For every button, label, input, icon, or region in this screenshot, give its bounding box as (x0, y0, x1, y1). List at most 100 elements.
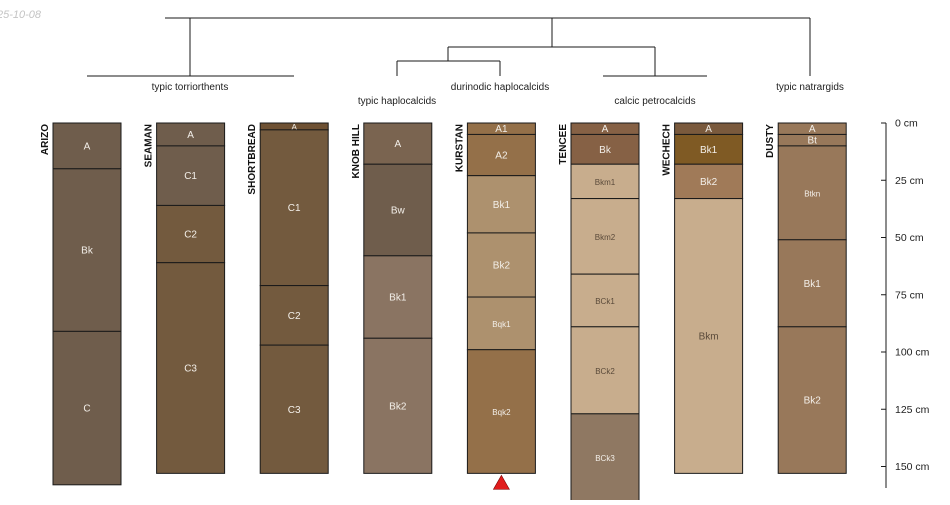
profile-name: WECHECH (662, 124, 673, 176)
horizon-kurstan-a2 (466, 133, 536, 177)
depth-tick-label: 150 cm (895, 461, 930, 473)
horizon-arizo-bk (52, 168, 122, 332)
profile-seaman: A C1 C2 C3 SEAMAN (144, 122, 226, 474)
depth-tick-label: 50 cm (895, 232, 924, 244)
horizon-label: Btkn (804, 189, 820, 198)
horizon-wechech-bk2 (674, 163, 744, 200)
horizon-label: Bw (391, 206, 406, 217)
horizon-label: A (809, 124, 816, 135)
depth-tick-label: 0 cm (895, 118, 918, 130)
horizon-label: Bk1 (804, 279, 822, 290)
horizon-seaman-c3 (156, 262, 226, 474)
horizon-label: Bk1 (389, 293, 407, 304)
horizon-label: BCk2 (595, 367, 615, 376)
horizon-tencee-bck2 (570, 326, 640, 415)
horizon-label: C (83, 404, 90, 415)
horizon-tencee-bck1 (570, 273, 640, 328)
depth-tick-label: 25 cm (895, 175, 924, 187)
profile-name: SEAMAN (144, 124, 155, 167)
horizon-shortbread-c2 (259, 285, 329, 346)
horizon-dusty-btkn (777, 145, 847, 241)
horizon-tencee-bkm1 (570, 163, 640, 200)
profile-shortbread: A C1 C2 C3 SHORTBREAD (247, 122, 329, 474)
horizon-knob-hill-bw (363, 163, 433, 257)
horizon-label: C1 (288, 203, 301, 214)
horizon-wechech-bk1 (674, 133, 744, 165)
cluster-label-typic-torriorthents: typic torriorthents (152, 82, 229, 93)
cluster-label-typic-haplocalcids: typic haplocalcids (358, 96, 436, 107)
horizon-label: Bkm1 (595, 178, 616, 187)
profile-name: DUSTY (765, 124, 776, 158)
depth-tick-label: 100 cm (895, 347, 930, 359)
horizon-wechech-bkm (674, 198, 744, 474)
horizon-kurstan-bqk1 (466, 296, 536, 351)
horizon-label: Bk (599, 145, 612, 156)
cluster-label-calcic-petrocalcids: calcic petrocalcids (614, 96, 695, 107)
horizon-tencee-bkm2 (570, 198, 640, 275)
horizon-label: C3 (184, 364, 197, 375)
cluster-label-durinodic-haplocalcids: durinodic haplocalcids (451, 82, 549, 93)
profile-name: SHORTBREAD (247, 124, 258, 195)
horizon-kurstan-bk2 (466, 232, 536, 298)
horizon-label: A1 (495, 124, 508, 135)
profile-dusty: ABt Btkn Bk1 Bk2 DUSTY (765, 122, 847, 474)
horizon-label: C1 (184, 171, 197, 182)
horizon-label: BCk3 (595, 454, 615, 463)
horizon-shortbread-c3 (259, 344, 329, 474)
horizon-tencee-bk (570, 133, 640, 165)
depth-axis: 0 cm 25 cm 50 cm 75 cm 100 cm 125 cm 150 cm (881, 118, 930, 488)
horizon-label: A (187, 130, 194, 141)
horizon-label: Bqk1 (492, 320, 511, 329)
horizon-label: A (291, 122, 297, 132)
depth-marker-triangle (492, 474, 510, 490)
profile-arizo: A Bk C ARIZO (40, 122, 122, 486)
horizon-label: C3 (288, 405, 301, 416)
horizon-label: Bk (81, 246, 94, 257)
profile-name: KURSTAN (454, 124, 465, 172)
horizon-label: Bkm (699, 331, 719, 342)
horizon-label: Bk2 (493, 260, 511, 271)
horizon-label: Bk1 (700, 145, 718, 156)
horizon-dusty-bk1 (777, 239, 847, 328)
horizon-label: A2 (495, 151, 508, 162)
horizon-label: A (84, 141, 91, 152)
profile-knob-hill: A Bw Bk1 Bk2 KNOB HILL (351, 122, 433, 474)
horizon-dusty-bk2 (777, 326, 847, 474)
cluster-labels: typic torriorthents typic haplocalcids dur… (152, 82, 844, 107)
profile-name: KNOB HILL (351, 124, 362, 178)
horizon-shortbread-c1 (259, 129, 329, 287)
cluster-label-typic-natrargids: typic natrargids (776, 82, 844, 93)
depth-tick-label: 75 cm (895, 289, 924, 301)
profile-kurstan: A1 A2 Bk1 Bk2 Bqk1 Bqk2 KURSTAN (454, 122, 536, 474)
profile-name: ARIZO (40, 124, 51, 155)
depth-tick-label: 125 cm (895, 404, 930, 416)
dendrogram (87, 17, 811, 77)
horizon-label: Bk2 (389, 401, 407, 412)
horizon-label: C2 (288, 311, 301, 322)
horizon-label: A (394, 139, 401, 150)
horizon-label: Bk2 (804, 396, 822, 407)
horizon-knob-hill-bk1 (363, 255, 433, 339)
markers (492, 474, 510, 490)
horizon-label: Bk2 (700, 177, 718, 188)
horizon-label: A (602, 124, 609, 135)
horizon-knob-hill-bk2 (363, 337, 433, 474)
date-stamp: 25-10-08 (0, 9, 42, 21)
profile-wechech: A Bk1 Bk2 Bkm WECHECH (662, 122, 744, 474)
profile-tencee: A Bk Bkm1 Bkm2 BCk1 BCk2 BCk3 TENCEE (558, 122, 640, 502)
profile-name: TENCEE (558, 124, 569, 165)
horizon-label: Bk1 (493, 200, 511, 211)
horizon-label: BCk1 (595, 297, 615, 306)
horizon-label: Bt (807, 136, 817, 147)
horizon-arizo-a (52, 122, 122, 170)
horizon-label: Bkm2 (595, 233, 616, 242)
horizon-label: Bqk2 (492, 408, 511, 417)
horizon-label: C2 (184, 230, 197, 241)
horizon-tencee-bck3 (570, 413, 640, 502)
horizon-arizo-c (52, 330, 122, 486)
horizon-kurstan-bqk2 (466, 349, 536, 474)
horizon-label: A (705, 124, 712, 135)
